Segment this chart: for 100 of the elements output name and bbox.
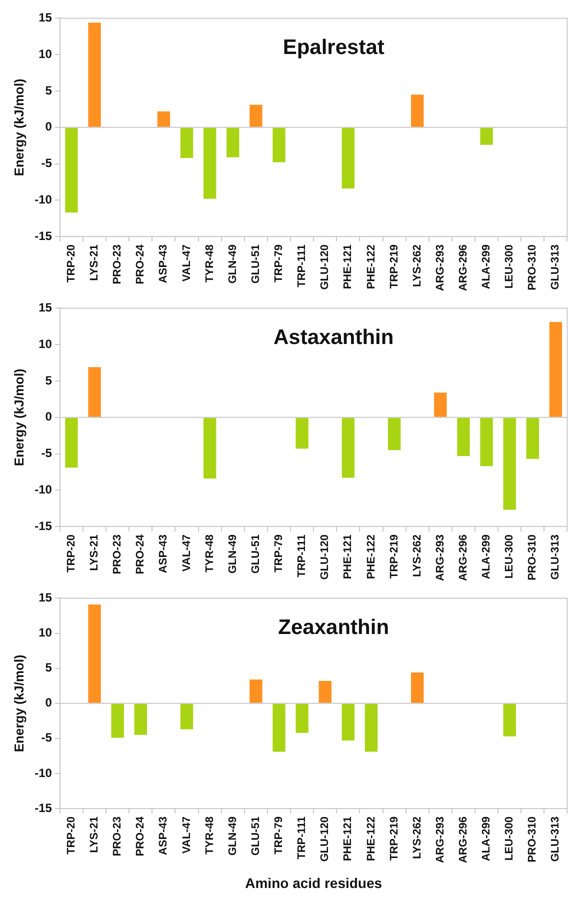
bar — [296, 418, 308, 449]
x-tick-label: ASP-43 — [158, 244, 170, 284]
x-tick-label: TYR-48 — [204, 534, 216, 572]
x-tick-label: LEU-300 — [504, 816, 516, 861]
bar — [272, 704, 286, 752]
x-tick-label: TRP-79 — [273, 244, 286, 282]
text: Zeaxanthin — [278, 616, 390, 639]
bar — [434, 392, 447, 417]
x-tick-label: VAL-47 — [180, 534, 193, 572]
bar — [526, 418, 539, 459]
y-tick-label: -15 — [34, 800, 52, 815]
y-tick-label: -5 — [41, 156, 52, 170]
x-tick-label: PHE-122 — [365, 816, 378, 862]
x-tick-label: PHE-122 — [365, 244, 378, 290]
y-tick-label: 10 — [38, 336, 52, 351]
bar — [342, 418, 355, 478]
y-tick-label: 0 — [45, 120, 52, 134]
x-tick-label: PHE-122 — [365, 534, 378, 580]
x-tick-label: ASP-43 — [158, 534, 170, 574]
x-tick-label: ALA-299 — [480, 244, 493, 290]
x-tick-label: GLU-51 — [250, 244, 262, 284]
y-tick-label: 0 — [45, 696, 52, 710]
bar — [88, 367, 101, 417]
x-tick-label: TYR-48 — [204, 244, 216, 282]
x-tick-label: ARG-293 — [434, 816, 446, 864]
bar — [503, 704, 516, 736]
x-tick-label: TRP-219 — [388, 244, 400, 289]
x-tick-label: ARG-296 — [458, 244, 470, 292]
x-tick-label: PRO-310 — [526, 816, 539, 862]
y-tick-label: -5 — [41, 730, 52, 745]
x-tick-label: GLU-51 — [250, 816, 262, 856]
x-tick-label: TRP-219 — [388, 816, 400, 861]
bar — [411, 94, 424, 127]
x-tick-label: GLN-49 — [226, 534, 239, 574]
bar — [318, 680, 332, 703]
x-tick-label: GLN-49 — [226, 816, 239, 856]
y-tick-label: 10 — [38, 626, 52, 640]
bar — [65, 418, 78, 468]
x-tick-label: PRO-24 — [134, 534, 147, 574]
x-tick-label: TYR-48 — [204, 816, 216, 854]
bar — [65, 128, 78, 213]
x-tick-label: TRP-20 — [66, 534, 78, 572]
x-tick-label: ALA-299 — [480, 534, 493, 580]
bar — [250, 104, 262, 127]
x-tick-label: VAL-47 — [180, 816, 193, 854]
bar — [88, 22, 101, 127]
x-tick-label: LYS-21 — [88, 244, 101, 281]
x-tick-label: TRP-20 — [66, 244, 78, 282]
x-tick-label: LYS-262 — [411, 244, 424, 287]
x-tick-label: GLU-313 — [550, 816, 562, 862]
bar — [457, 418, 470, 456]
bar — [157, 111, 170, 127]
x-tick-label: ARG-293 — [434, 244, 446, 292]
x-tick-label: TRP-111 — [296, 816, 308, 860]
x-tick-label: ARG-293 — [434, 534, 446, 582]
x-tick-label: VAL-47 — [180, 244, 193, 282]
x-tick-label: TRP-111 — [296, 534, 308, 578]
x-tick-label: PHE-121 — [342, 534, 354, 580]
bar — [250, 680, 262, 703]
bar — [342, 128, 355, 189]
bar — [296, 704, 308, 733]
y-tick-label: 5 — [45, 373, 52, 388]
text: Astaxanthin — [273, 326, 394, 349]
y-tick-label: 15 — [38, 300, 52, 315]
bar — [342, 704, 355, 741]
x-tick-label: ALA-299 — [480, 816, 493, 862]
y-axis-title: Energy (kJ/mol) — [11, 368, 26, 466]
x-tick-label: GLN-49 — [226, 244, 239, 284]
x-tick-label: LYS-262 — [411, 816, 424, 859]
y-tick-label: -5 — [41, 446, 52, 460]
x-tick-label: GLU-51 — [250, 534, 262, 574]
x-axis-title: Amino acid residues — [245, 874, 382, 891]
x-tick-label: PHE-121 — [342, 816, 354, 862]
bar — [503, 418, 516, 510]
x-tick-label: PRO-23 — [112, 816, 124, 856]
bar — [111, 704, 124, 738]
y-tick-label: -10 — [34, 766, 52, 780]
bar — [134, 704, 147, 735]
bar — [364, 704, 378, 752]
bar — [180, 704, 194, 730]
x-tick-label: LEU-300 — [504, 534, 516, 579]
bar — [480, 418, 493, 466]
x-tick-label: PHE-121 — [342, 244, 354, 290]
y-tick-label: 15 — [38, 10, 52, 25]
bar — [549, 322, 562, 417]
x-tick-label: TRP-79 — [273, 816, 286, 854]
x-tick-label: TRP-79 — [273, 534, 286, 572]
x-tick-label: ASP-43 — [158, 816, 170, 856]
x-tick-label: GLU-313 — [550, 244, 562, 290]
y-axis-title: Energy (kJ/mol) — [11, 78, 26, 176]
y-tick-label: -10 — [34, 192, 52, 206]
text: Epalrestat — [282, 36, 384, 59]
x-tick-label: LYS-262 — [411, 534, 424, 577]
x-tick-label: PRO-23 — [112, 534, 124, 574]
x-tick-label: GLU-120 — [319, 534, 332, 580]
x-tick-label: LYS-21 — [88, 816, 101, 853]
y-tick-label: 5 — [45, 660, 52, 675]
y-tick-label: -15 — [34, 518, 52, 533]
x-tick-label: PRO-24 — [134, 816, 147, 856]
y-tick-label: 5 — [45, 83, 52, 98]
